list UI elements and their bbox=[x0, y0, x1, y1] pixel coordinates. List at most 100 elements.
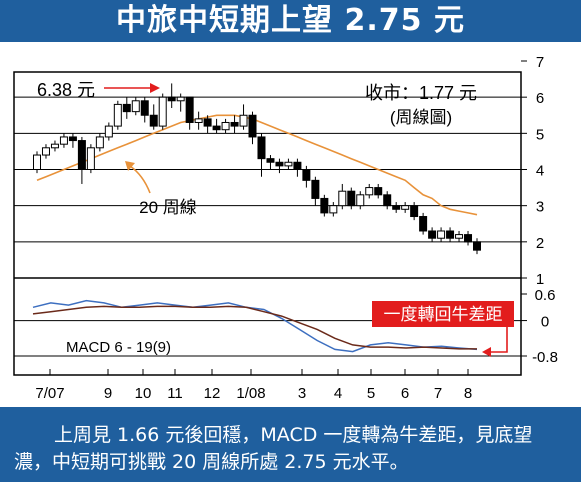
candle-body bbox=[464, 234, 473, 243]
price-y-tick-label: 5 bbox=[536, 126, 544, 143]
macd-callout-box bbox=[372, 301, 514, 327]
x-tick-label: 7/07 bbox=[35, 385, 64, 402]
x-tick-label: 7 bbox=[434, 385, 442, 402]
candle-body bbox=[329, 205, 338, 214]
candle-body bbox=[275, 161, 284, 167]
candles-group bbox=[33, 83, 481, 255]
caption-box: 上周見 1.66 元後回穩，MACD 一度轉為牛差距，見底望濃，中短期可挑戰 2… bbox=[0, 407, 581, 482]
candle-body bbox=[221, 121, 230, 131]
signal-line bbox=[32, 305, 477, 350]
candle-body bbox=[203, 118, 212, 127]
candle-body bbox=[284, 161, 293, 167]
candle-body bbox=[33, 154, 41, 170]
candle-body bbox=[374, 187, 383, 196]
x-tick-label: 8 bbox=[464, 385, 472, 402]
macd-y-tick-label: 0 bbox=[541, 314, 549, 331]
ma20-pointer-head bbox=[125, 161, 135, 171]
ma20-pointer bbox=[129, 165, 151, 194]
candle-body bbox=[320, 197, 329, 214]
callout-connector bbox=[490, 327, 508, 353]
candle-body bbox=[401, 205, 410, 210]
macd-group: MACD 6 - 19(9) 一度轉回牛差距 bbox=[32, 299, 514, 357]
candle-body bbox=[365, 187, 374, 196]
high-price-label: 6.38 元 bbox=[37, 80, 95, 100]
candle-body bbox=[455, 234, 464, 239]
x-tick-label: 12 bbox=[204, 385, 221, 402]
candle-body bbox=[194, 118, 203, 123]
price-y-tick-label: 2 bbox=[536, 235, 544, 252]
close-price-label: 收市：1.77 元 bbox=[365, 83, 477, 103]
candle-body bbox=[293, 161, 302, 171]
candle-body bbox=[338, 190, 347, 207]
macd-callout-text: 一度轉回牛差距 bbox=[384, 305, 503, 324]
candle-body bbox=[140, 100, 149, 116]
macd-y-tick-label: -0.8 bbox=[532, 349, 558, 366]
x-tick-label: 3 bbox=[298, 385, 306, 402]
high-arrowhead bbox=[150, 83, 160, 93]
candle-body bbox=[419, 216, 428, 232]
candle-body bbox=[446, 230, 455, 239]
candle-body bbox=[212, 125, 221, 131]
x-tick-label: 10 bbox=[135, 385, 152, 402]
candle-body bbox=[59, 136, 68, 145]
x-tick-label: 6 bbox=[401, 385, 409, 402]
candle-body bbox=[383, 194, 392, 207]
candle-body bbox=[185, 96, 194, 123]
candle-body bbox=[86, 147, 95, 171]
candle-body bbox=[104, 125, 113, 138]
x-tick-label: 1/08 bbox=[236, 385, 265, 402]
caption-text: 上周見 1.66 元後回穩，MACD 一度轉為牛差距，見底望濃，中短期可挑戰 2… bbox=[14, 424, 533, 473]
candle-body bbox=[473, 241, 481, 251]
candle-body bbox=[95, 136, 104, 149]
candle-body bbox=[302, 169, 311, 181]
candle-body bbox=[239, 114, 248, 127]
candle-body bbox=[428, 230, 437, 239]
candle-body bbox=[122, 103, 131, 113]
x-tick-label: 9 bbox=[104, 385, 112, 402]
candle-body bbox=[392, 205, 401, 210]
chart-frame: 6.38 元 收市：1.77 元 (周線圖) 20 周線 MACD 6 - 19(9)… bbox=[0, 42, 581, 407]
candle-body bbox=[176, 96, 185, 102]
candle-body bbox=[68, 136, 77, 142]
macd-y-tick-label: 0.6 bbox=[535, 287, 556, 304]
price-y-tick-label: 4 bbox=[536, 163, 544, 180]
candle-body bbox=[131, 100, 140, 113]
chart-title: 中旅中短期上望 2.75 元 bbox=[116, 3, 465, 38]
candle-body bbox=[266, 158, 275, 163]
ma20-line bbox=[36, 114, 478, 216]
ma20-label: 20 周線 bbox=[139, 198, 197, 217]
period-label: (周線圖) bbox=[390, 108, 452, 127]
candle-body bbox=[77, 140, 86, 170]
candle-body bbox=[149, 114, 158, 127]
candle-body bbox=[356, 194, 365, 207]
candle-body bbox=[113, 103, 122, 127]
x-tick-label: 4 bbox=[334, 385, 342, 402]
title-bar: 中旅中短期上望 2.75 元 bbox=[0, 0, 581, 42]
stock-chart: 6.38 元 收市：1.77 元 (周線圖) 20 周線 MACD 6 - 19(9)… bbox=[13, 54, 558, 402]
macd-line bbox=[32, 299, 478, 353]
candle-body bbox=[230, 121, 239, 127]
price-y-tick-label: 6 bbox=[536, 90, 544, 107]
ma20-line-group bbox=[36, 114, 478, 216]
candle-body bbox=[41, 147, 50, 156]
callout-arrowhead bbox=[482, 347, 491, 357]
macd-label: MACD 6 - 19(9) bbox=[66, 339, 171, 356]
candle-body bbox=[437, 230, 446, 239]
price-y-tick-label: 3 bbox=[536, 199, 544, 216]
candle-body bbox=[50, 143, 59, 149]
annotations-group: 6.38 元 收市：1.77 元 (周線圖) 20 周線 bbox=[37, 80, 477, 217]
candle-body bbox=[347, 190, 356, 207]
plot-border bbox=[13, 71, 522, 376]
x-tick-label: 5 bbox=[367, 385, 375, 402]
candle-body bbox=[311, 179, 320, 199]
candle-body bbox=[257, 136, 266, 160]
price-y-tick-label: 7 bbox=[536, 54, 544, 71]
y-ticks: 1 2 3 4 5 6 7 0.6 0 -0.8 bbox=[521, 54, 558, 366]
candle-body bbox=[158, 96, 167, 127]
price-grid bbox=[13, 71, 522, 376]
price-y-tick-label: 1 bbox=[536, 271, 544, 288]
candle-body bbox=[248, 114, 257, 138]
candle-body bbox=[410, 205, 419, 218]
x-ticks: 7/07 9 10 11 12 1/08 3 4 5 6 7 8 bbox=[35, 369, 472, 402]
candle-body bbox=[167, 96, 176, 102]
